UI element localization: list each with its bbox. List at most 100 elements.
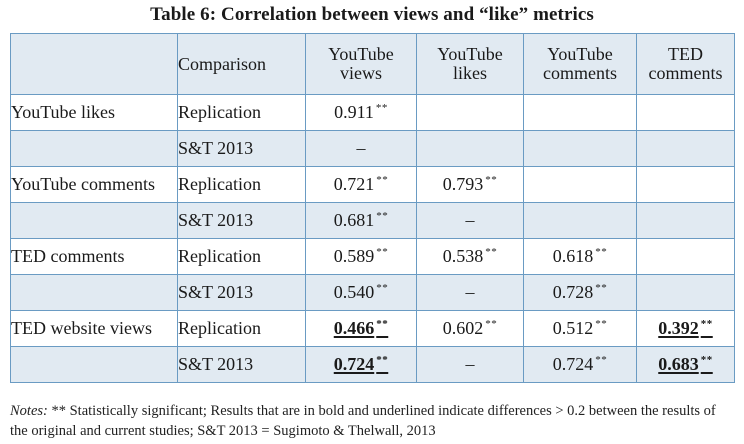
header-youtube-comments: YouTube comments bbox=[523, 33, 637, 95]
correlation-value: 0.589 bbox=[333, 246, 375, 267]
correlation-value: – bbox=[465, 354, 475, 375]
row-label bbox=[10, 274, 178, 311]
correlation-value: 0.681 bbox=[333, 210, 375, 231]
value-cell bbox=[523, 94, 637, 131]
comparison-cell: S&T 2013 bbox=[177, 346, 306, 383]
value-cell: 0.466 ** bbox=[305, 310, 417, 347]
significance-marker: ** bbox=[376, 174, 389, 187]
correlation-value: 0.911 bbox=[334, 102, 374, 123]
significance-marker: ** bbox=[595, 246, 608, 259]
header-line: YouTube bbox=[437, 44, 503, 65]
comparison-cell: S&T 2013 bbox=[177, 130, 306, 167]
correlation-value: – bbox=[356, 138, 366, 159]
row-label: TED comments bbox=[10, 238, 178, 275]
correlation-value: 0.618 bbox=[552, 246, 594, 267]
header-youtube-likes: YouTube likes bbox=[416, 33, 524, 95]
table-row: S&T 2013 0.724 ** –0.724 ** 0.683 ** bbox=[10, 346, 735, 383]
value-cell: 0.392 ** bbox=[636, 310, 735, 347]
table-row: YouTube comments Replication 0.721 ** 0.793 *… bbox=[10, 166, 735, 203]
value-cell: 0.724 ** bbox=[523, 346, 637, 383]
value-cell bbox=[636, 274, 735, 311]
value-cell: 0.793 ** bbox=[416, 166, 524, 203]
value-with-significance: 0.724 ** bbox=[553, 354, 608, 374]
value-cell: 0.540 ** bbox=[305, 274, 417, 311]
row-label bbox=[10, 130, 178, 167]
correlation-table: Comparison YouTube views YouTube likes Y… bbox=[10, 33, 735, 383]
notes-text: ** Statistically significant; Results th… bbox=[10, 403, 716, 439]
significance-marker: ** bbox=[376, 210, 389, 223]
value-cell: – bbox=[416, 274, 524, 311]
value-cell bbox=[636, 130, 735, 167]
header-comparison: Comparison bbox=[177, 33, 306, 95]
value-cell bbox=[523, 166, 637, 203]
header-line: views bbox=[340, 63, 382, 83]
header-youtube-views: YouTube views bbox=[305, 33, 417, 95]
header-line: comments bbox=[648, 63, 723, 83]
table-row: TED comments Replication 0.589 ** 0.538 ** 0.6… bbox=[10, 238, 735, 275]
table-caption: Table 6: Correlation between views and “… bbox=[150, 4, 594, 25]
value-cell: – bbox=[416, 346, 524, 383]
value-cell: 0.911 ** bbox=[305, 94, 417, 131]
value-with-significance: 0.721 ** bbox=[334, 174, 389, 194]
significance-marker: ** bbox=[595, 282, 608, 295]
value-with-significance: 0.793 ** bbox=[443, 174, 498, 194]
value-with-significance: 0.538 ** bbox=[443, 246, 498, 266]
header-line: YouTube bbox=[328, 44, 394, 65]
significance-marker: ** bbox=[485, 174, 498, 187]
comparison-cell: S&T 2013 bbox=[177, 202, 306, 239]
table-row: TED website views Replication 0.466 ** 0.602… bbox=[10, 310, 735, 347]
correlation-value: 0.728 bbox=[552, 282, 594, 303]
significance-marker: ** bbox=[376, 282, 389, 295]
significance-marker: ** bbox=[595, 318, 608, 331]
value-with-significance: 0.392 ** bbox=[658, 318, 713, 338]
correlation-value: 0.512 bbox=[552, 318, 594, 339]
value-with-significance: 0.681 ** bbox=[334, 210, 389, 230]
correlation-value: 0.466 bbox=[333, 318, 375, 339]
value-with-significance: 0.618 ** bbox=[553, 246, 608, 266]
value-cell bbox=[416, 130, 524, 167]
value-cell: – bbox=[416, 202, 524, 239]
value-cell: 0.728 ** bbox=[523, 274, 637, 311]
value-with-significance: 0.466 ** bbox=[334, 318, 389, 338]
value-cell: 0.681 ** bbox=[305, 202, 417, 239]
header-line: comments bbox=[543, 63, 617, 83]
correlation-value: 0.793 bbox=[442, 174, 484, 195]
comparison-cell: Replication bbox=[177, 94, 306, 131]
header-corner-cell bbox=[10, 33, 178, 95]
value-cell: 0.724 ** bbox=[305, 346, 417, 383]
header-line: TED bbox=[668, 44, 703, 65]
comparison-cell: S&T 2013 bbox=[177, 274, 306, 311]
row-label bbox=[10, 346, 178, 383]
table-row: S&T 2013 0.681 ** – bbox=[10, 202, 735, 239]
comparison-cell: Replication bbox=[177, 238, 306, 275]
value-cell bbox=[636, 94, 735, 131]
value-cell: 0.538 ** bbox=[416, 238, 524, 275]
correlation-value: 0.724 bbox=[333, 354, 375, 375]
significance-marker: ** bbox=[700, 354, 713, 367]
value-cell bbox=[416, 94, 524, 131]
value-with-significance: 0.602 ** bbox=[443, 318, 498, 338]
significance-marker: ** bbox=[376, 354, 389, 367]
correlation-value: 0.540 bbox=[333, 282, 375, 303]
value-with-significance: 0.728 ** bbox=[553, 282, 608, 302]
header-line: YouTube bbox=[547, 44, 613, 65]
significance-marker: ** bbox=[700, 318, 713, 331]
row-label: YouTube comments bbox=[10, 166, 178, 203]
table-notes: Notes: ** Statistically significant; Res… bbox=[10, 401, 734, 441]
value-with-significance: 0.589 ** bbox=[334, 246, 389, 266]
significance-marker: ** bbox=[376, 318, 389, 331]
row-label bbox=[10, 202, 178, 239]
value-cell bbox=[636, 166, 735, 203]
value-cell bbox=[523, 202, 637, 239]
notes-label: Notes: bbox=[10, 403, 48, 419]
header-line: likes bbox=[453, 63, 487, 83]
correlation-value: 0.538 bbox=[442, 246, 484, 267]
value-cell: 0.512 ** bbox=[523, 310, 637, 347]
value-cell bbox=[636, 238, 735, 275]
correlation-value: 0.721 bbox=[333, 174, 375, 195]
value-with-significance: 0.540 ** bbox=[334, 282, 389, 302]
row-label: YouTube likes bbox=[10, 94, 178, 131]
value-cell: 0.618 ** bbox=[523, 238, 637, 275]
row-label: TED website views bbox=[10, 310, 178, 347]
correlation-value: 0.392 bbox=[658, 318, 699, 339]
